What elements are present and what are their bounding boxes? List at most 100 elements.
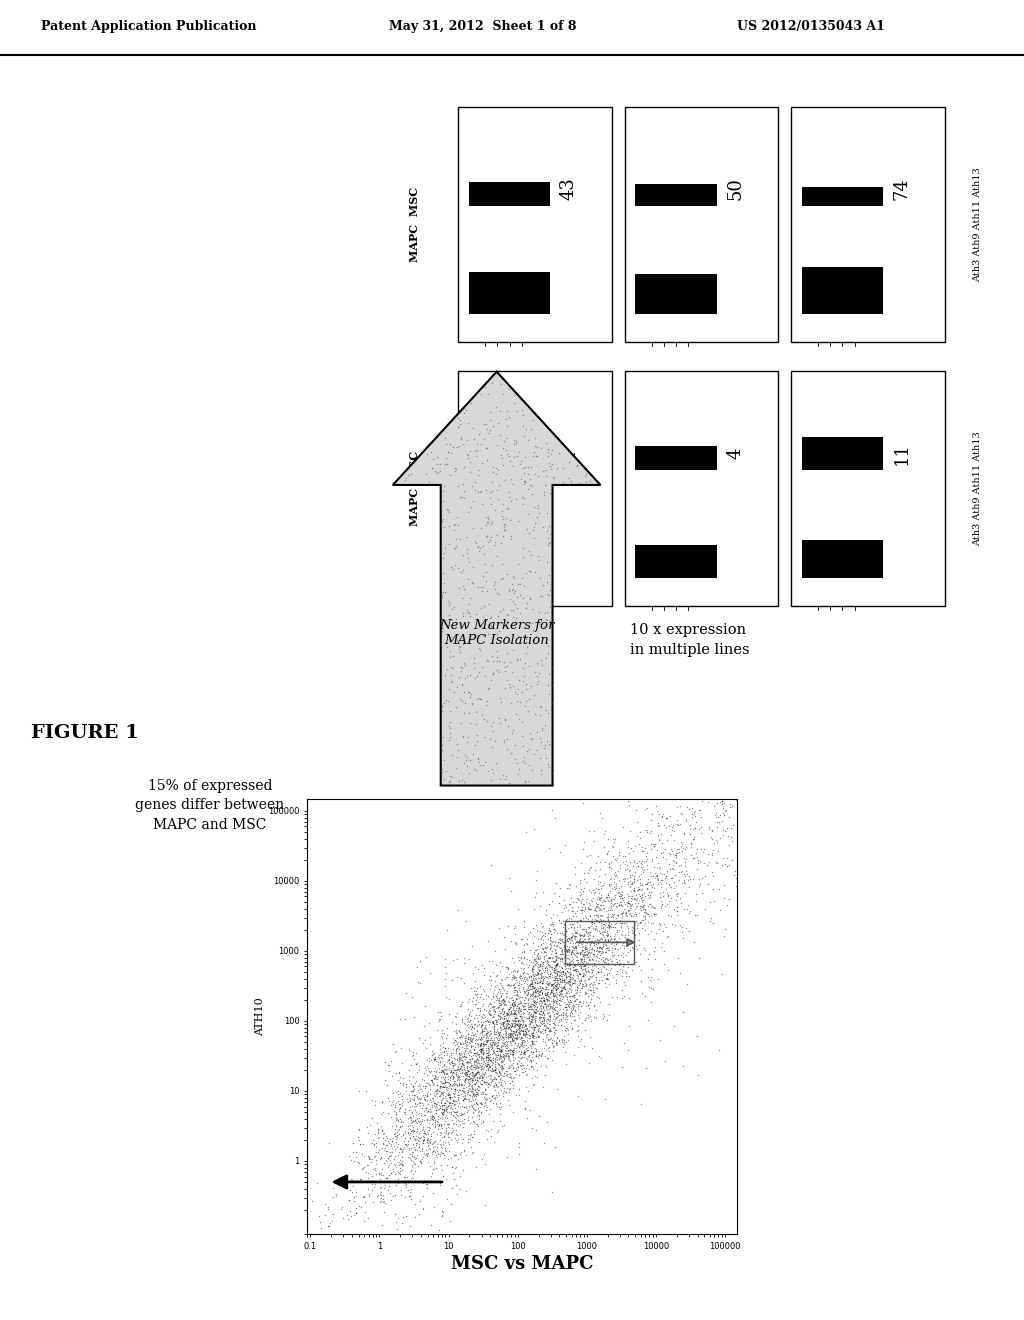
- Point: [492, 713, 508, 734]
- Point: [456, 948, 472, 969]
- Point: [452, 1080, 468, 1101]
- Point: [581, 916, 597, 937]
- Point: [505, 455, 521, 477]
- Point: [524, 727, 541, 748]
- Point: [566, 925, 583, 946]
- Point: [581, 961, 597, 982]
- Point: [527, 1040, 544, 1061]
- Point: [472, 1039, 488, 1060]
- Point: [539, 973, 555, 994]
- Point: [638, 903, 654, 924]
- Point: [497, 430, 513, 451]
- Point: [460, 1028, 476, 1049]
- Point: [543, 672, 559, 693]
- Point: [545, 974, 561, 995]
- Point: [532, 960, 549, 981]
- Point: [653, 876, 670, 898]
- Point: [542, 1008, 558, 1030]
- Point: [624, 923, 640, 944]
- Point: [496, 1063, 512, 1084]
- Point: [481, 1098, 498, 1119]
- Point: [529, 671, 546, 692]
- Point: [492, 1040, 508, 1061]
- Point: [639, 842, 655, 863]
- Point: [555, 965, 571, 986]
- Point: [624, 894, 640, 915]
- Point: [628, 800, 644, 821]
- Point: [472, 1027, 488, 1048]
- Point: [584, 949, 600, 970]
- Point: [352, 1196, 369, 1217]
- Point: [452, 1059, 468, 1080]
- Point: [489, 488, 506, 510]
- Point: [515, 946, 531, 968]
- Point: [373, 1163, 389, 1184]
- Point: [474, 995, 490, 1016]
- Point: [561, 966, 578, 987]
- Point: [398, 1073, 415, 1094]
- Point: [385, 1127, 401, 1148]
- Point: [509, 1024, 525, 1045]
- Point: [447, 1130, 464, 1151]
- Point: [439, 1123, 456, 1144]
- Point: [658, 830, 675, 851]
- Point: [452, 1027, 468, 1048]
- Point: [712, 792, 728, 813]
- Point: [507, 1060, 523, 1081]
- Point: [521, 561, 538, 582]
- Point: [367, 1094, 383, 1115]
- Point: [597, 919, 613, 940]
- Point: [454, 1045, 470, 1067]
- Point: [427, 1109, 443, 1130]
- Point: [606, 928, 623, 949]
- Point: [575, 965, 592, 986]
- Point: [511, 950, 527, 972]
- Point: [513, 998, 529, 1019]
- Point: [427, 1130, 443, 1151]
- Point: [493, 1064, 509, 1085]
- Point: [503, 529, 519, 550]
- Point: [465, 1142, 481, 1163]
- Point: [558, 1005, 574, 1026]
- Point: [388, 1104, 404, 1125]
- Point: [418, 1123, 434, 1144]
- Point: [687, 800, 703, 821]
- Point: [502, 1056, 518, 1077]
- Point: [486, 1018, 503, 1039]
- Point: [572, 982, 589, 1003]
- Point: [399, 1121, 416, 1142]
- Point: [495, 993, 511, 1014]
- Point: [460, 1052, 476, 1073]
- Point: [593, 942, 609, 964]
- Point: [433, 1134, 450, 1155]
- Point: [421, 1119, 437, 1140]
- Point: [432, 1061, 449, 1082]
- Point: [401, 1089, 418, 1110]
- Point: [574, 991, 591, 1012]
- Point: [571, 890, 588, 911]
- Point: [594, 1003, 610, 1024]
- Point: [706, 840, 722, 861]
- Point: [559, 954, 575, 975]
- Point: [593, 958, 609, 979]
- Point: [650, 828, 667, 849]
- Point: [370, 1184, 386, 1205]
- Point: [393, 1110, 410, 1131]
- Point: [573, 888, 590, 909]
- Point: [406, 1152, 422, 1173]
- Point: [548, 1032, 564, 1053]
- Point: [545, 1002, 561, 1023]
- Point: [469, 1020, 485, 1041]
- Point: [451, 1051, 467, 1072]
- Point: [536, 924, 552, 945]
- Point: [506, 446, 522, 467]
- Point: [453, 1034, 469, 1055]
- Point: [488, 1063, 505, 1084]
- Point: [513, 1027, 529, 1048]
- Point: [470, 1014, 486, 1035]
- Point: [515, 1061, 531, 1082]
- Point: [511, 994, 527, 1015]
- Point: [630, 892, 646, 913]
- Point: [446, 1168, 463, 1189]
- Point: [642, 884, 658, 906]
